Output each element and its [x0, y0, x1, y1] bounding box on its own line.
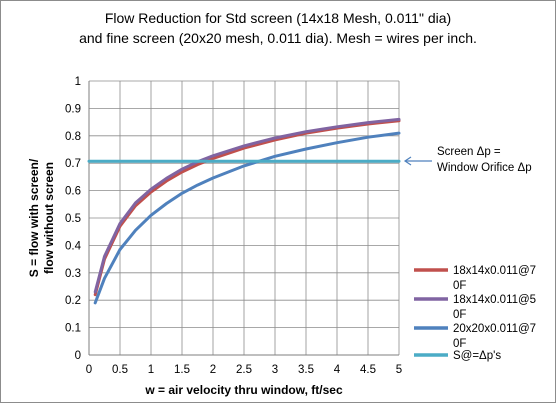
y-tick-label: 0.7 [65, 158, 81, 170]
legend: 18x14x0.011@7 0F 18x14x0.011@5 0F 20x20x0.01… [414, 265, 536, 362]
x-tick-label: 0.5 [112, 364, 128, 376]
axes [88, 81, 399, 356]
series-line-1 [93, 119, 401, 297]
y-tick-label: 0.3 [65, 268, 81, 280]
chart-title-line-1: Flow Reduction for Std screen (14x18 Mes… [104, 10, 452, 26]
x-tick-labels: 0 0.5 1 1.5 2 2.5 3 3.5 4 4.5 5 [86, 364, 402, 376]
legend-label-1: 0F [453, 280, 466, 292]
legend-label-3: 20x20x0.011@7 [453, 323, 536, 335]
y-tick-label: 0.6 [65, 186, 81, 198]
x-tick-label: 0 [86, 364, 92, 376]
y-tick-label: 0.2 [65, 295, 81, 307]
y-tick-label: 1 [75, 76, 81, 88]
y-axis-label-line-1: S = flow with screen/ [27, 158, 41, 277]
x-axis-label: w = air velocity thru window, ft/sec [144, 383, 343, 397]
legend-label-2: 18x14x0.011@5 [453, 294, 536, 306]
y-tick-label: 0.1 [65, 323, 81, 335]
series-lines [87, 117, 401, 305]
y-tick-label: 0.4 [65, 240, 82, 252]
y-tick-label: 0.5 [65, 213, 81, 225]
y-tick-label: 0.8 [65, 131, 81, 143]
legend-label-2: 0F [453, 309, 466, 321]
legend-label-4: S@=Δp's [453, 350, 501, 362]
y-tick-labels: 0 0.1 0.2 0.3 0.4 0.5 0.6 0.7 0.8 0.9 1 [65, 76, 82, 362]
x-tick-label: 1.5 [174, 364, 190, 376]
chart-title-line-2: and fine screen (20x20 mesh, 0.011 dia).… [79, 30, 477, 46]
x-tick-label: 4.5 [360, 364, 376, 376]
annotation-line-2: Window Orifice Δp [437, 162, 532, 174]
x-tick-label: 2.5 [236, 364, 252, 376]
legend-label-1: 18x14x0.011@7 [453, 265, 536, 277]
x-tick-label: 3 [272, 364, 278, 376]
x-tick-label: 3.5 [298, 364, 314, 376]
series-line-3 [93, 131, 401, 305]
y-tick-label: 0 [75, 350, 81, 362]
x-tick-label: 4 [334, 364, 341, 376]
y-tick-label: 0.9 [65, 103, 81, 115]
x-tick-label: 5 [396, 364, 402, 376]
y-axis-label-line-2: flow without screen [42, 162, 56, 274]
annotation-line-1: Screen Δp = [437, 146, 501, 158]
annotation-arrow [403, 156, 432, 166]
legend-label-3: 0F [453, 338, 466, 350]
x-tick-label: 2 [210, 364, 216, 376]
series-line-2 [93, 117, 401, 294]
x-tick-label: 1 [148, 364, 154, 376]
gridlines [88, 80, 400, 356]
